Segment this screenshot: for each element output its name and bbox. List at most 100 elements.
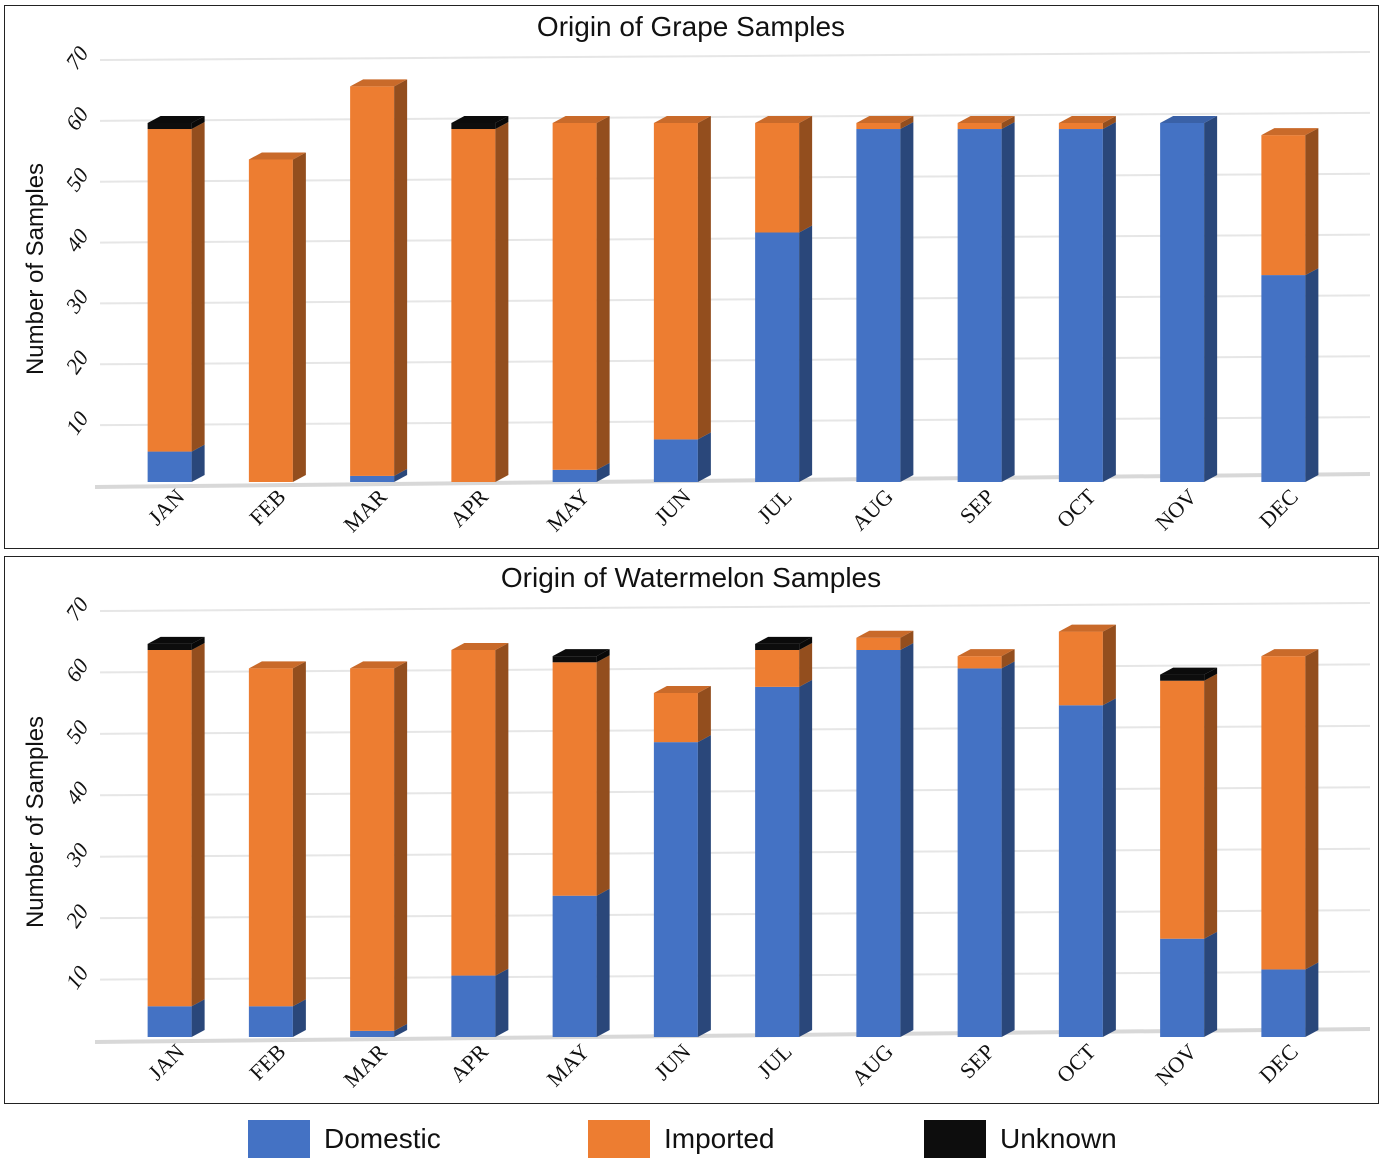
watermelon-y-tick-label: 70 bbox=[60, 593, 93, 625]
grape-y-tick-label: 70 bbox=[60, 42, 93, 74]
grape-bar-imported-mar bbox=[350, 86, 395, 476]
watermelon-bar-may bbox=[552, 649, 610, 1037]
watermelon-bar-domestic-jul bbox=[755, 686, 800, 1037]
grape-bar-jun bbox=[653, 115, 711, 482]
watermelon-x-tick-label: DEC bbox=[1254, 1039, 1303, 1088]
watermelon-bar-side-imported-aug bbox=[900, 630, 914, 650]
watermelon-x-tick-label: NOV bbox=[1150, 1039, 1201, 1090]
grape-bar-sep bbox=[957, 115, 1015, 483]
watermelon-bar-side-unknown-jul bbox=[799, 636, 813, 650]
grape-gridline bbox=[99, 294, 1371, 305]
grape-floor bbox=[95, 472, 1370, 489]
grape-bar-side-domestic-jul bbox=[799, 225, 813, 482]
grape-gridline bbox=[99, 51, 1371, 61]
grape-bar-side-imported-jul bbox=[799, 115, 813, 233]
watermelon-bar-side-unknown-may bbox=[596, 649, 610, 663]
grape-bar-apr bbox=[451, 115, 509, 483]
watermelon-gridlines bbox=[99, 602, 1371, 981]
watermelon-bar-side-unknown-nov bbox=[1204, 667, 1218, 681]
grape-bar-domestic-jul bbox=[755, 232, 800, 482]
watermelon-bar-domestic-mar bbox=[350, 1030, 395, 1037]
watermelon-bar-side-domestic-jul bbox=[799, 679, 813, 1037]
grape-chart-title: Origin of Grape Samples bbox=[537, 11, 845, 42]
grape-bar-imported-aug bbox=[856, 122, 901, 130]
watermelon-bar-domestic-jun bbox=[653, 742, 698, 1037]
grape-bar-top-may bbox=[552, 115, 610, 123]
watermelon-bar-side-imported-nov bbox=[1204, 673, 1218, 939]
grape-bar-imported-apr bbox=[451, 129, 496, 482]
watermelon-bar-unknown-jul bbox=[755, 643, 800, 650]
grape-bar-top-sep bbox=[957, 115, 1015, 123]
watermelon-x-tick-label: MAR bbox=[339, 1039, 392, 1092]
grape-bar-dec bbox=[1261, 128, 1319, 482]
grape-bar-side-imported-dec bbox=[1305, 128, 1319, 276]
grape-x-tick-label: JAN bbox=[143, 484, 189, 530]
watermelon-bar-side-domestic-oct bbox=[1102, 698, 1116, 1037]
watermelon-bar-imported-oct bbox=[1058, 631, 1103, 706]
watermelon-gridline bbox=[99, 909, 1371, 920]
grape-x-tick-label: APR bbox=[445, 484, 493, 532]
grape-bar-side-domestic-jun bbox=[697, 432, 711, 482]
watermelon-gridline bbox=[99, 970, 1371, 981]
watermelon-bar-domestic-oct bbox=[1058, 705, 1103, 1037]
watermelon-bar-side-imported-sep bbox=[1001, 649, 1015, 669]
grape-bar-side-domestic-nov bbox=[1204, 115, 1218, 482]
grape-bar-side-imported-oct bbox=[1102, 115, 1116, 130]
grape-bar-imported-may bbox=[552, 122, 597, 470]
watermelon-bar-top-apr bbox=[451, 643, 509, 650]
watermelon-chart: Origin of Watermelon Samples Number of Sa… bbox=[22, 562, 1371, 1092]
watermelon-bar-imported-aug bbox=[856, 637, 901, 650]
legend-swatch-domestic bbox=[248, 1120, 310, 1158]
watermelon-bar-imported-nov bbox=[1160, 680, 1205, 939]
grape-y-tick-label: 10 bbox=[60, 407, 93, 439]
grape-gridline bbox=[99, 233, 1371, 244]
grape-bar-top-dec bbox=[1261, 128, 1319, 136]
grape-bar-imported-jan bbox=[147, 129, 192, 452]
grape-bar-side-domestic-may bbox=[596, 462, 610, 482]
grape-bar-nov bbox=[1160, 115, 1218, 482]
grape-bar-domestic-jun bbox=[653, 439, 698, 482]
watermelon-bar-side-imported-oct bbox=[1102, 624, 1116, 706]
watermelon-bar-top-dec bbox=[1261, 649, 1319, 657]
legend-swatch-imported bbox=[588, 1120, 650, 1158]
grape-y-tick-label: 20 bbox=[60, 346, 93, 378]
watermelon-bar-top-aug bbox=[856, 630, 914, 638]
watermelon-bar-imported-jan bbox=[147, 650, 192, 1007]
grape-bar-imported-feb bbox=[248, 159, 293, 482]
watermelon-bar-unknown-nov bbox=[1160, 674, 1205, 681]
watermelon-bar-top-may bbox=[552, 649, 610, 657]
grape-x-tick-label: JUL bbox=[752, 484, 796, 528]
legend: Domestic Imported Unknown bbox=[0, 1118, 1382, 1158]
grape-y-tick-label: 50 bbox=[60, 163, 93, 195]
watermelon-bar-side-domestic-may bbox=[596, 888, 610, 1037]
watermelon-bar-top-sep bbox=[957, 649, 1015, 657]
watermelon-x-tick-label: APR bbox=[445, 1039, 493, 1087]
watermelon-gridline bbox=[99, 724, 1371, 735]
watermelon-bar-imported-apr bbox=[451, 650, 496, 976]
grape-bar-top-aug bbox=[856, 115, 914, 123]
watermelon-bar-side-imported-jan bbox=[191, 643, 205, 1007]
grape-bar-domestic-may bbox=[552, 469, 597, 482]
grape-bar-top-jul bbox=[755, 115, 813, 123]
watermelon-bar-unknown-may bbox=[552, 656, 597, 663]
grape-x-tick-label: SEP bbox=[955, 484, 999, 528]
watermelon-chart-title: Origin of Watermelon Samples bbox=[501, 562, 881, 593]
watermelon-bar-top-mar bbox=[350, 661, 408, 669]
grape-bar-mar bbox=[350, 79, 408, 482]
watermelon-bar-imported-dec bbox=[1261, 656, 1306, 970]
watermelon-bar-side-domestic-jan bbox=[191, 999, 205, 1037]
grape-bar-top-apr bbox=[451, 115, 509, 123]
grape-bar-side-unknown-apr bbox=[495, 115, 509, 130]
watermelon-bar-domestic-dec bbox=[1261, 969, 1306, 1037]
grape-bar-may bbox=[552, 115, 610, 482]
legend-item-unknown: Unknown bbox=[924, 1120, 1117, 1158]
watermelon-bar-top-jun bbox=[653, 686, 711, 693]
grape-x-tick-label: FEB bbox=[244, 484, 290, 530]
watermelon-bar-domestic-jan bbox=[147, 1006, 192, 1037]
legend-item-domestic: Domestic bbox=[248, 1120, 441, 1158]
watermelon-x-tick-label: OCT bbox=[1052, 1038, 1101, 1087]
grape-bar-side-imported-jun bbox=[697, 115, 711, 440]
watermelon-bar-top-oct bbox=[1058, 624, 1116, 632]
grape-y-tick-label: 60 bbox=[60, 102, 93, 134]
watermelon-bar-domestic-nov bbox=[1160, 938, 1205, 1037]
